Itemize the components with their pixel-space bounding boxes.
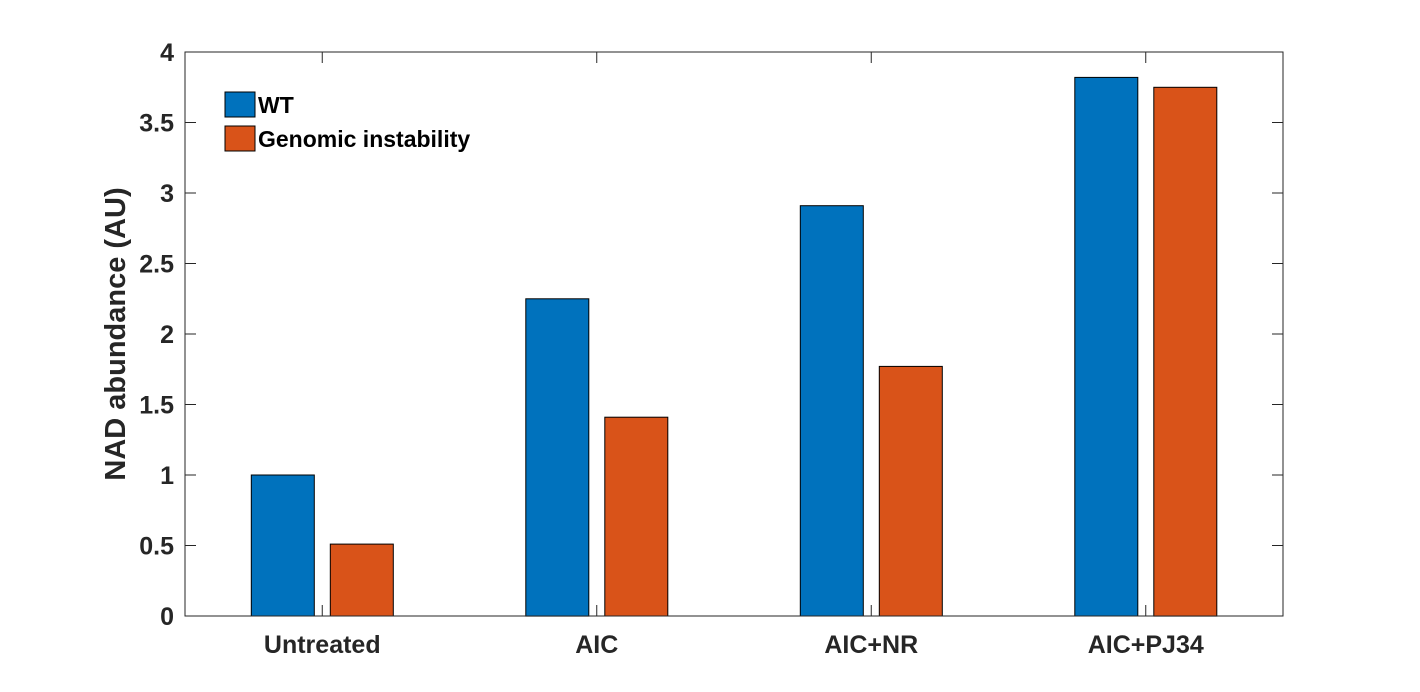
y-tick-label: 0.5 <box>139 533 174 561</box>
x-tick-label: AIC+NR <box>824 631 918 659</box>
x-tick-label: Untreated <box>264 631 381 659</box>
y-tick-label: 4 <box>160 39 174 67</box>
bar-genomic-instability-2 <box>878 365 943 617</box>
y-tick-label: 2.5 <box>139 251 174 279</box>
x-tick-labels: Untreated AIC AIC+NR AIC+PJ34 <box>264 631 1204 659</box>
bar-genomic-instability-0 <box>329 543 394 617</box>
y-axis-title: NAD abundance (AU) <box>100 187 132 480</box>
x-tick-label: AIC+PJ34 <box>1088 631 1204 659</box>
x-tick-label: AIC <box>575 631 618 659</box>
bar-wt-0 <box>250 474 315 617</box>
bar-genomic-instability-3 <box>1153 86 1218 617</box>
bar-wt-3 <box>1074 76 1139 617</box>
y-tick-label: 1 <box>160 462 174 490</box>
legend-swatch-wt <box>224 91 256 118</box>
bar-wt-1 <box>525 298 590 617</box>
legend-label-wt: WT <box>258 92 294 118</box>
y-tick-label: 0 <box>160 603 174 631</box>
y-tick-label: 3.5 <box>139 110 174 138</box>
y-tick-labels: 0 0.5 1 1.5 2 2.5 3 3.5 4 <box>139 39 174 631</box>
bars-group <box>250 76 1218 617</box>
legend: WT Genomic instability <box>224 91 470 152</box>
y-tick-label: 2 <box>160 321 174 349</box>
plot-box <box>184 51 1284 617</box>
legend-label-genomic-instability: Genomic instability <box>258 126 470 152</box>
bar-wt-2 <box>799 205 864 617</box>
legend-swatch-genomic-instability <box>224 125 256 152</box>
y-tick-label: 3 <box>160 180 174 208</box>
bar-genomic-instability-1 <box>604 416 669 617</box>
y-tick-label: 1.5 <box>139 392 174 420</box>
